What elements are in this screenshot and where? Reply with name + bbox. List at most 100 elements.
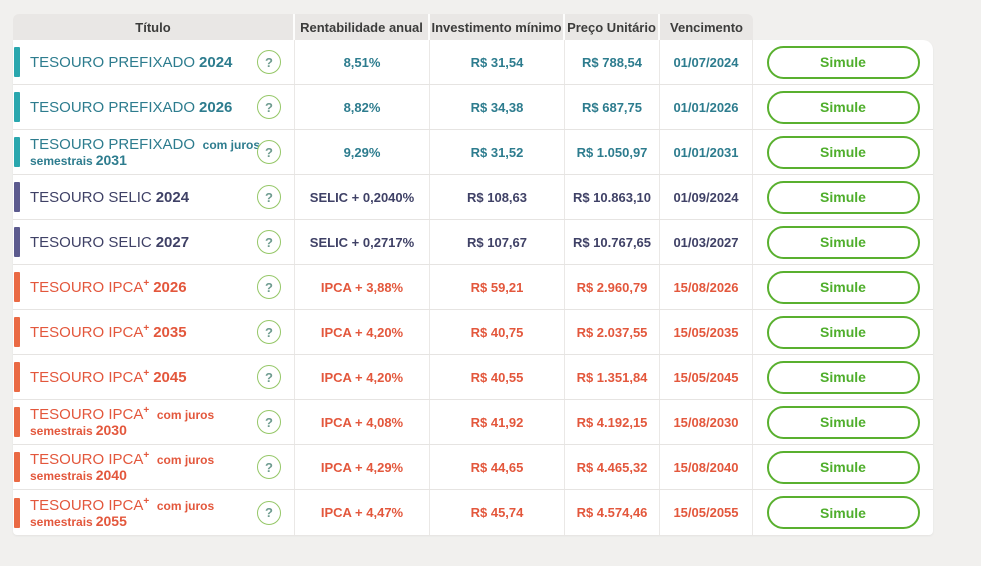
bond-year: 2031 xyxy=(95,152,127,168)
bond-color-bar xyxy=(14,407,20,437)
table-row: TESOURO SELIC 2027 ? SELIC + 0,2717% R$ 1… xyxy=(13,220,933,265)
help-icon[interactable]: ? xyxy=(257,230,281,254)
annual-rate-cell: SELIC + 0,2717% xyxy=(295,220,430,264)
unit-price-cell: R$ 10.863,10 xyxy=(565,175,660,219)
bond-title-lines: TESOURO SELIC 2024 xyxy=(30,189,189,206)
bond-title: TESOURO IPCA+ 2035 xyxy=(30,322,187,341)
bond-title-lines: TESOURO PREFIXADO com juros semestrais 20… xyxy=(30,136,294,168)
help-icon[interactable]: ? xyxy=(257,185,281,209)
bond-title-cell: TESOURO PREFIXADO 2026 ? xyxy=(13,85,295,129)
help-icon[interactable]: ? xyxy=(257,50,281,74)
bond-title-cell: TESOURO PREFIXADO 2024 ? xyxy=(13,40,295,84)
minimum-investment-cell: R$ 34,38 xyxy=(430,85,565,129)
bond-title: TESOURO IPCA+ xyxy=(30,495,150,514)
superscript-plus: + xyxy=(143,495,150,507)
unit-price-cell: R$ 1.351,84 xyxy=(565,355,660,399)
simulate-cell: Simule xyxy=(753,265,933,309)
help-icon[interactable]: ? xyxy=(257,365,281,389)
help-icon[interactable]: ? xyxy=(257,410,281,434)
minimum-investment-cell: R$ 108,63 xyxy=(430,175,565,219)
bond-title-lines: TESOURO IPCA+ 2026 xyxy=(30,277,187,296)
maturity-date-cell: 01/01/2026 xyxy=(660,85,753,129)
table-body: TESOURO PREFIXADO 2024 ? 8,51% R$ 31,54 R… xyxy=(13,40,933,535)
bond-title-cell: TESOURO IPCA+ 2045 ? xyxy=(13,355,295,399)
simulate-button[interactable]: Simule xyxy=(766,315,920,349)
simulate-button[interactable]: Simule xyxy=(766,405,920,439)
table-header: Título Rentabilidade anual Investimento … xyxy=(13,14,933,40)
unit-price-cell: R$ 10.767,65 xyxy=(565,220,660,264)
bond-year: 2026 xyxy=(153,278,187,296)
maturity-date-cell: 01/03/2027 xyxy=(660,220,753,264)
bond-table: Título Rentabilidade anual Investimento … xyxy=(13,14,933,535)
simulate-cell: Simule xyxy=(753,85,933,129)
unit-price-cell: R$ 4.465,32 xyxy=(565,445,660,489)
annual-rate-cell: IPCA + 4,20% xyxy=(295,355,430,399)
help-icon[interactable]: ? xyxy=(257,140,281,164)
maturity-date-cell: 15/05/2055 xyxy=(660,490,753,535)
bond-color-bar xyxy=(14,317,20,347)
help-icon[interactable]: ? xyxy=(257,95,281,119)
annual-rate-cell: IPCA + 4,20% xyxy=(295,310,430,354)
bond-title: TESOURO IPCA+ xyxy=(30,405,150,424)
bond-subtitle: com juros semestrais 2031 xyxy=(30,138,261,168)
bond-color-bar xyxy=(14,497,20,528)
bond-year: 2027 xyxy=(155,233,190,251)
bond-color-bar xyxy=(14,362,20,392)
simulate-button[interactable]: Simule xyxy=(766,270,920,304)
simulate-cell: Simule xyxy=(753,130,933,174)
maturity-date-cell: 01/09/2024 xyxy=(660,175,753,219)
simulate-button[interactable]: Simule xyxy=(766,450,920,484)
unit-price-cell: R$ 2.960,79 xyxy=(565,265,660,309)
unit-price-cell: R$ 4.574,46 xyxy=(565,490,660,535)
bond-subtitle: com juros semestrais 2055 xyxy=(30,498,215,529)
annual-rate-cell: SELIC + 0,2040% xyxy=(295,175,430,219)
bond-title-cell: TESOURO PREFIXADO com juros semestrais 20… xyxy=(13,130,295,174)
bond-color-bar xyxy=(14,92,20,122)
bond-title: TESOURO PREFIXADO 2024 xyxy=(30,53,233,71)
table-row: TESOURO IPCA+ 2026 ? IPCA + 3,88% R$ 59,2… xyxy=(13,265,933,310)
simulate-button[interactable]: Simule xyxy=(766,90,920,124)
bond-title: TESOURO PREFIXADO xyxy=(30,136,196,153)
simulate-cell: Simule xyxy=(753,490,933,535)
table-row: TESOURO IPCA+ com juros semestrais 2040 ?… xyxy=(13,445,933,490)
superscript-plus: + xyxy=(143,277,150,289)
minimum-investment-cell: R$ 31,54 xyxy=(430,40,565,84)
column-header-rentabilidade: Rentabilidade anual xyxy=(295,14,430,40)
table-row: TESOURO IPCA+ com juros semestrais 2055 ?… xyxy=(13,490,933,535)
annual-rate-cell: IPCA + 3,88% xyxy=(295,265,430,309)
table-row: TESOURO PREFIXADO 2024 ? 8,51% R$ 31,54 R… xyxy=(13,40,933,85)
help-icon[interactable]: ? xyxy=(257,320,281,344)
superscript-plus: + xyxy=(143,322,150,334)
unit-price-cell: R$ 2.037,55 xyxy=(565,310,660,354)
column-header-titulo: Título xyxy=(13,14,295,40)
bond-title-cell: TESOURO IPCA+ 2026 ? xyxy=(13,265,295,309)
simulate-button[interactable]: Simule xyxy=(766,360,920,394)
superscript-plus: + xyxy=(143,367,150,379)
simulate-cell: Simule xyxy=(753,400,933,444)
annual-rate-cell: 8,82% xyxy=(295,85,430,129)
simulate-button[interactable]: Simule xyxy=(766,45,920,79)
bond-year: 2030 xyxy=(95,422,127,438)
bond-title-lines: TESOURO IPCA+ 2045 xyxy=(30,367,187,386)
simulate-cell: Simule xyxy=(753,355,933,399)
simulate-button[interactable]: Simule xyxy=(766,180,920,214)
help-icon[interactable]: ? xyxy=(257,500,281,525)
help-icon[interactable]: ? xyxy=(257,275,281,299)
superscript-plus: + xyxy=(143,405,150,416)
simulate-button[interactable]: Simule xyxy=(766,135,920,169)
simulate-button[interactable]: Simule xyxy=(766,496,920,529)
minimum-investment-cell: R$ 40,75 xyxy=(430,310,565,354)
help-icon[interactable]: ? xyxy=(257,455,281,479)
bond-color-bar xyxy=(14,137,20,167)
column-header-investimento: Investimento mínimo xyxy=(430,14,565,40)
annual-rate-cell: 9,29% xyxy=(295,130,430,174)
bond-title: TESOURO SELIC 2027 xyxy=(30,233,190,251)
bond-title: TESOURO IPCA+ 2045 xyxy=(30,367,187,386)
bond-color-bar xyxy=(14,227,20,257)
bond-title: TESOURO SELIC 2024 xyxy=(30,188,190,206)
bond-title-cell: TESOURO SELIC 2027 ? xyxy=(13,220,295,264)
simulate-button[interactable]: Simule xyxy=(766,225,920,259)
maturity-date-cell: 15/08/2030 xyxy=(660,400,753,444)
table-row: TESOURO PREFIXADO com juros semestrais 20… xyxy=(13,130,933,175)
bond-title-cell: TESOURO IPCA+ 2035 ? xyxy=(13,310,295,354)
